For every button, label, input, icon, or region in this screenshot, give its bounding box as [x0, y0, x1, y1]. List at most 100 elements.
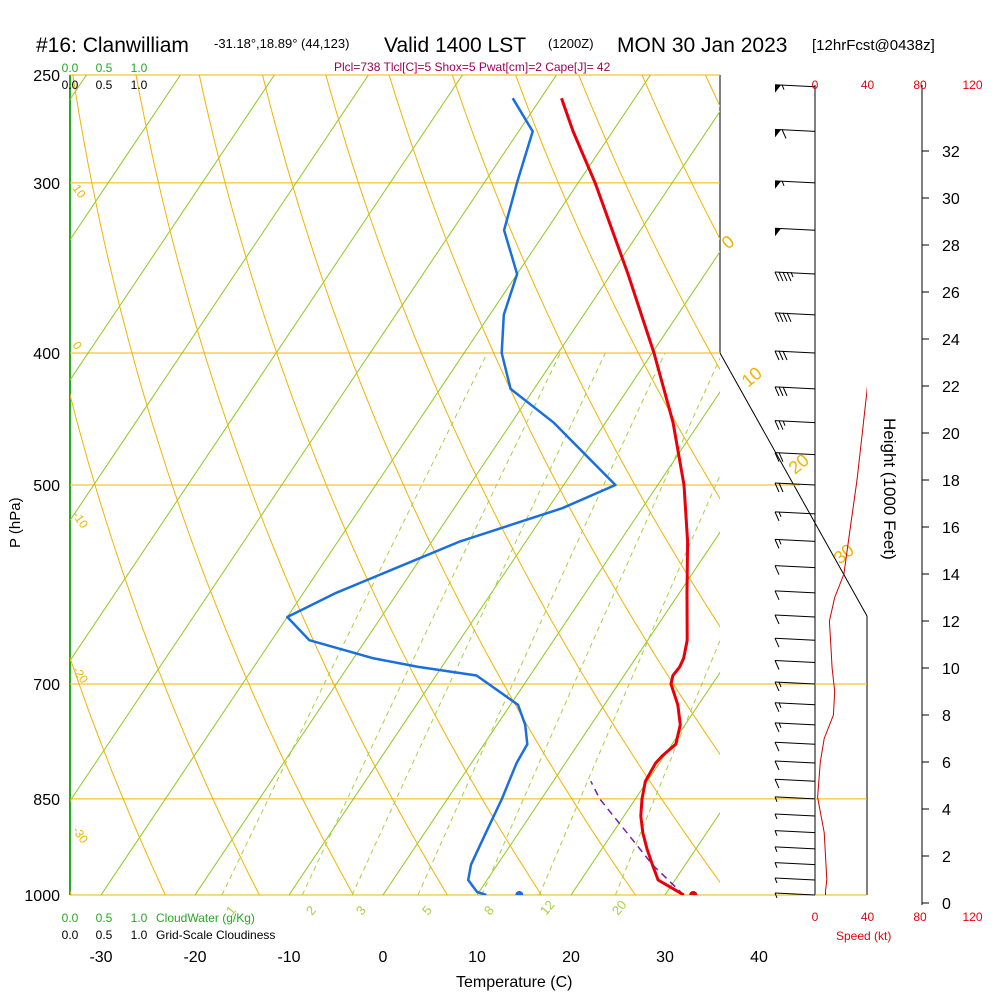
speed-tick-label-top: 0 [812, 78, 819, 92]
wind-barb-half [778, 539, 782, 545]
wind-barb-full [782, 386, 788, 397]
wind-barb-full [778, 386, 784, 397]
temperature-surface-marker [689, 891, 698, 895]
x-tick-label: -10 [277, 949, 300, 966]
wind-barb-pennant [775, 228, 781, 237]
wind-barb-full [774, 452, 780, 462]
wind-barb [774, 271, 816, 282]
wind-barb-staff [774, 760, 816, 764]
mixing-ratio-label: 3 [353, 903, 369, 918]
wind-barb [774, 846, 816, 853]
wind-barb-staff [774, 614, 816, 618]
cloudwater-tick-top: 0.5 [96, 61, 113, 75]
isotherm-line [382, 391, 720, 895]
wind-barb-full [774, 420, 780, 430]
mixing-ratio-label: 5 [419, 903, 435, 918]
wind-barb [774, 877, 816, 884]
wind-barb-full [774, 702, 780, 712]
cloudwater-tick-top: 1.0 [131, 61, 148, 75]
wind-barb [774, 386, 816, 397]
wind-barb [774, 180, 816, 189]
wind-barb-half [782, 420, 786, 426]
wind-barb-staff [774, 386, 816, 390]
wind-barb [774, 702, 816, 712]
wind-barb [774, 227, 816, 237]
wind-barb-half [778, 722, 782, 729]
station-title: #16: Clanwilliam [36, 34, 189, 57]
isotherm-line [70, 75, 369, 522]
wind-barb-pennant [775, 129, 781, 138]
wind-barb-staff [774, 84, 816, 88]
isotherm-line [70, 75, 463, 662]
wind-barb-full [774, 590, 780, 601]
speed-axis-title: Speed (kt) [836, 929, 891, 943]
isotherm-line [70, 75, 181, 241]
wind-barb-staff [774, 511, 816, 515]
height-tick-label: 24 [942, 332, 960, 349]
height-tick-label: 6 [942, 755, 951, 772]
stability-indices: Plcl=738 Tlcl[C]=5 Shox=5 Pwat[cm]=2 Cap… [334, 60, 611, 74]
height-tick-label: 22 [942, 379, 960, 396]
wind-barb-staff [774, 892, 816, 896]
axes: -30 -20 -10 0 10 20 30 401000850700500400300250… [24, 68, 982, 966]
isotherm-line [100, 75, 651, 895]
wind-barb-full [774, 742, 780, 752]
mixing-ratio-label: 20 [609, 897, 630, 918]
adiabat-label: -30 [70, 824, 92, 847]
station-coords: -31.18°,18.89° (44,123) [214, 36, 349, 51]
wind-barbs [774, 84, 816, 899]
adiabat-label: -10 [70, 509, 92, 532]
wind-barb-staff [774, 722, 816, 726]
speed-tick-label-bottom: 40 [861, 910, 875, 924]
wind-speed-profile [817, 385, 867, 895]
cloudiness-tick-top: 0.0 [62, 78, 79, 92]
wind-barb-pennant [775, 180, 781, 189]
dry-adiabat-line [515, 75, 720, 500]
wind-barb-full [774, 482, 780, 493]
height-tick-label: 30 [942, 191, 960, 208]
wind-barb-staff [774, 796, 816, 800]
wind-barb [774, 722, 816, 733]
mixing-ratio-line [351, 352, 606, 895]
height-tick-label: 8 [942, 708, 951, 725]
x-tick-label: -20 [183, 949, 206, 966]
mixing-ratio-line [221, 352, 488, 895]
wind-barb-full [774, 565, 780, 575]
wind-barb [774, 482, 816, 493]
wind-barb-half [774, 862, 778, 868]
valid-time: Valid 1400 LST [384, 34, 526, 57]
cloudiness-tick-top: 1.0 [131, 78, 148, 92]
cloudwater-tick-bottom: 0.0 [62, 911, 79, 925]
thermo-grid [70, 75, 720, 895]
wind-barb-full [774, 350, 780, 361]
height-tick-label: 12 [942, 614, 960, 631]
wind-barb [774, 637, 816, 648]
dry-adiabat-line [198, 75, 542, 895]
dry-adiabat-line [451, 75, 720, 628]
wind-barb-staff [774, 830, 816, 834]
dry-adiabat-line [135, 75, 448, 895]
wind-barb-staff [774, 271, 816, 275]
wind-barb [774, 452, 816, 462]
wind-barb-full [774, 760, 780, 771]
wind-barb-half [774, 846, 778, 853]
wind-barb-full [774, 614, 780, 625]
wind-barb-half [778, 702, 782, 708]
wind-barb-half [774, 877, 778, 884]
adiabat-label-right: 30 [830, 540, 858, 568]
speed-tick-label-top: 120 [962, 78, 982, 92]
wind-barb-full [781, 129, 787, 139]
wind-barb-staff [774, 350, 816, 354]
dry-adiabat-line [578, 75, 720, 371]
wind-barb [774, 892, 816, 899]
wind-barb-staff [774, 482, 816, 486]
height-axis-title: Height (1000 Feet) [880, 418, 899, 560]
mixing-ratio-label: 2 [303, 903, 319, 918]
speed-tick-label-bottom: 80 [913, 910, 927, 924]
wind-barb-full [774, 271, 780, 282]
isotherm-line [70, 75, 275, 381]
wind-barb-half [790, 271, 794, 278]
wind-barb-full [782, 312, 788, 323]
x-tick-label: 20 [562, 949, 580, 966]
